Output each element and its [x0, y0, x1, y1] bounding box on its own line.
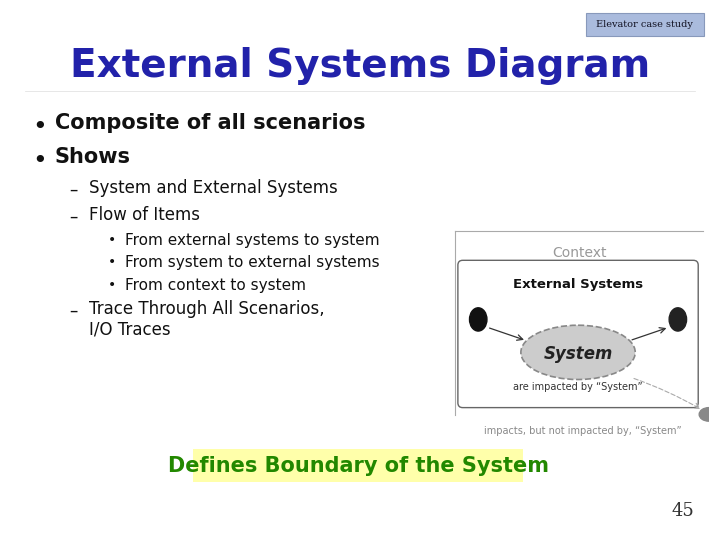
- FancyBboxPatch shape: [458, 260, 698, 408]
- Text: •: •: [32, 115, 48, 139]
- Text: System: System: [544, 345, 613, 363]
- Text: External Systems: External Systems: [513, 278, 643, 291]
- Text: Flow of Items: Flow of Items: [89, 206, 199, 224]
- Ellipse shape: [521, 325, 635, 380]
- Text: System and External Systems: System and External Systems: [89, 179, 338, 197]
- Text: Elevator case study: Elevator case study: [596, 21, 693, 29]
- Text: •: •: [108, 278, 117, 292]
- Text: –: –: [69, 181, 78, 199]
- Text: Context: Context: [552, 246, 606, 260]
- Text: Composite of all scenarios: Composite of all scenarios: [55, 113, 365, 133]
- Text: Defines Boundary of the System: Defines Boundary of the System: [168, 456, 549, 476]
- Text: –: –: [69, 302, 78, 320]
- Text: •: •: [32, 149, 48, 173]
- Text: Trace Through All Scenarios,: Trace Through All Scenarios,: [89, 300, 324, 318]
- Text: •: •: [108, 233, 117, 247]
- Text: –: –: [69, 208, 78, 226]
- Ellipse shape: [469, 308, 487, 331]
- Text: From context to system: From context to system: [125, 278, 307, 293]
- Text: From external systems to system: From external systems to system: [125, 233, 380, 248]
- Text: External Systems Diagram: External Systems Diagram: [70, 48, 650, 85]
- Text: Shows: Shows: [55, 147, 131, 167]
- Text: 45: 45: [672, 502, 694, 520]
- FancyBboxPatch shape: [586, 13, 704, 36]
- Text: From system to external systems: From system to external systems: [125, 255, 380, 271]
- Ellipse shape: [699, 408, 719, 421]
- Text: •: •: [108, 255, 117, 269]
- Text: impacts, but not impacted by, “System”: impacts, but not impacted by, “System”: [484, 426, 682, 436]
- FancyBboxPatch shape: [193, 449, 523, 482]
- Ellipse shape: [669, 308, 687, 331]
- Text: I/O Traces: I/O Traces: [89, 320, 170, 339]
- Text: are impacted by “System”: are impacted by “System”: [513, 382, 643, 392]
